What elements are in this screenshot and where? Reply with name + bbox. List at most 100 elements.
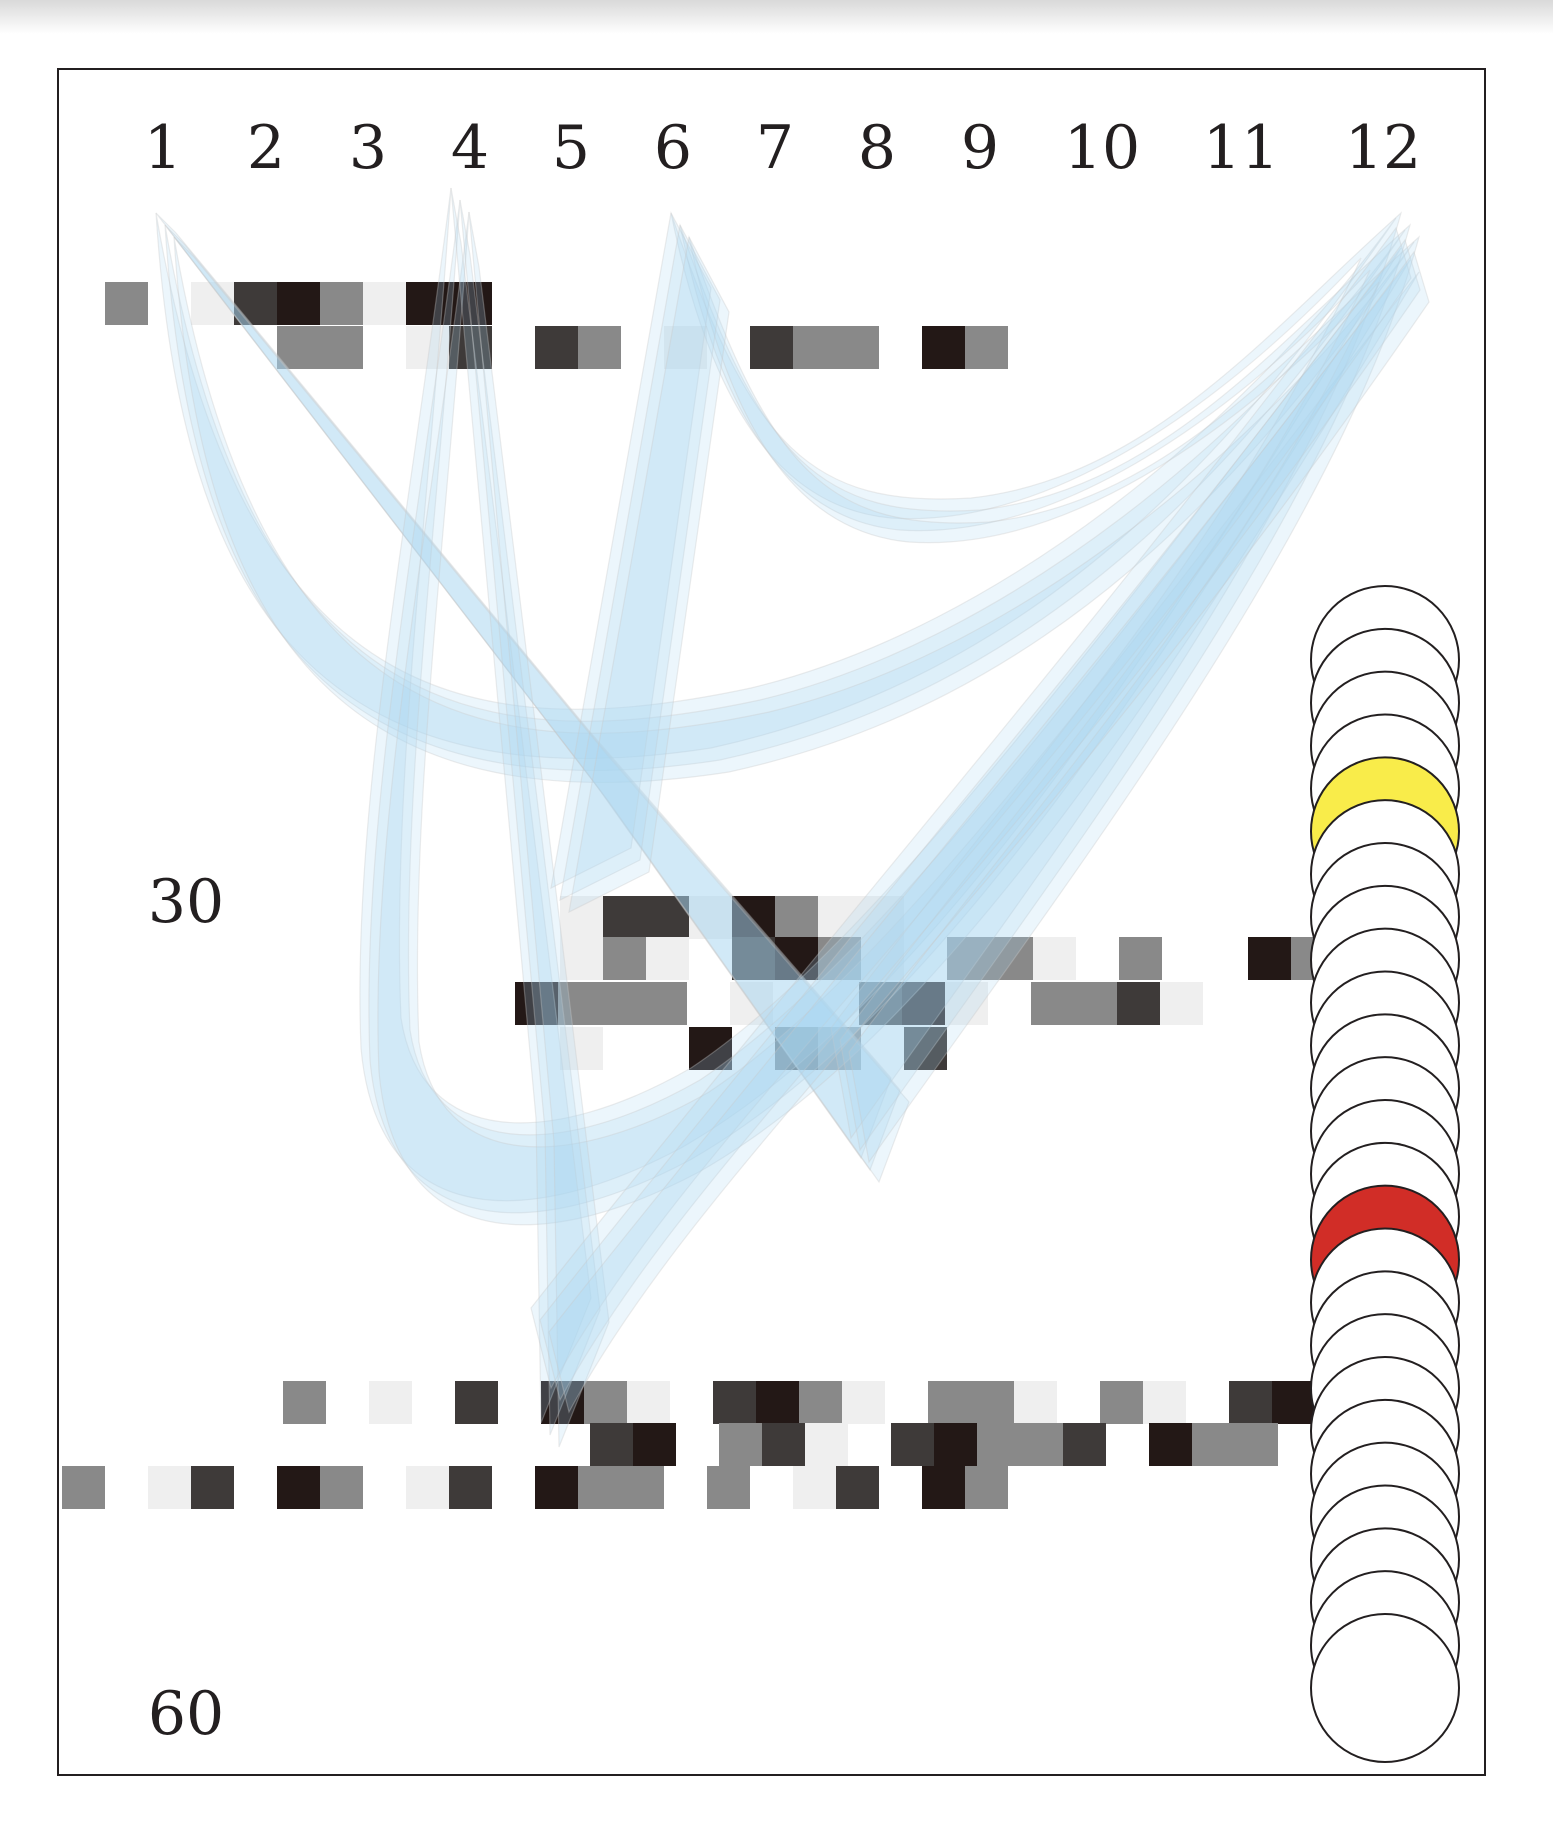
grid-tile bbox=[775, 1027, 818, 1070]
column-number: 5 bbox=[552, 113, 590, 183]
grid-tile bbox=[406, 1466, 449, 1509]
grid-tile bbox=[455, 1381, 498, 1424]
grid-tile bbox=[1272, 1381, 1315, 1424]
grid-tile bbox=[762, 1423, 805, 1466]
grid-tile bbox=[990, 937, 1033, 980]
grid-tile bbox=[836, 1466, 879, 1509]
grid-tile bbox=[406, 326, 449, 369]
column-number: 7 bbox=[756, 113, 794, 183]
blue-swath bbox=[459, 199, 601, 1436]
column-number: 10 bbox=[1064, 113, 1140, 183]
grid-tile bbox=[707, 1466, 750, 1509]
grid-tile bbox=[558, 982, 601, 1025]
blue-swath bbox=[368, 199, 1411, 1214]
column-number: 4 bbox=[451, 113, 489, 183]
grid-tile bbox=[799, 1381, 842, 1424]
grid-tile bbox=[1100, 1381, 1143, 1424]
grid-tile bbox=[750, 326, 793, 369]
grid-tile bbox=[922, 326, 965, 369]
blue-swath bbox=[688, 235, 1421, 1164]
grid-tile bbox=[818, 1027, 861, 1070]
grid-tile bbox=[904, 1027, 947, 1070]
grid-tile bbox=[369, 1381, 412, 1424]
grid-tile bbox=[934, 1423, 977, 1466]
grid-tile bbox=[775, 896, 818, 939]
grid-tile bbox=[105, 282, 148, 325]
grid-tile bbox=[601, 982, 644, 1025]
grid-tile bbox=[947, 937, 990, 980]
grid-tile bbox=[965, 1466, 1008, 1509]
grid-tile bbox=[1143, 1381, 1186, 1424]
grid-tile bbox=[627, 1381, 670, 1424]
grid-tile bbox=[902, 982, 945, 1025]
grid-tile bbox=[148, 1466, 191, 1509]
grid-tile bbox=[449, 282, 492, 325]
column-number-row: 1 2 3 4 5 6 7 8 9 10 11 12 bbox=[144, 113, 1421, 183]
grid-tile bbox=[1229, 1381, 1272, 1424]
grid-tile bbox=[1248, 937, 1291, 980]
grid-tile bbox=[277, 1466, 320, 1509]
grid-tile bbox=[732, 896, 775, 939]
grid-tile bbox=[62, 1466, 105, 1509]
grid-tile bbox=[191, 282, 234, 325]
grid-tile bbox=[578, 326, 621, 369]
grid-tile bbox=[535, 326, 578, 369]
grid-tile bbox=[535, 1466, 578, 1509]
grid-tile bbox=[234, 282, 277, 325]
row-label-60: 60 bbox=[148, 1679, 224, 1749]
row-label-30: 30 bbox=[148, 867, 224, 937]
grid-tile bbox=[646, 937, 689, 980]
grid-tile bbox=[449, 326, 492, 369]
grid-tile bbox=[1160, 982, 1203, 1025]
grid-tile bbox=[277, 282, 320, 325]
blue-swath bbox=[539, 238, 1421, 1402]
grid-tile bbox=[283, 1381, 326, 1424]
grid-tile bbox=[713, 1381, 756, 1424]
grid-tile bbox=[621, 1466, 664, 1509]
grid-tile bbox=[320, 1466, 363, 1509]
stack-circle bbox=[1310, 1613, 1460, 1763]
grid-tile bbox=[977, 1423, 1020, 1466]
grid-tile bbox=[515, 982, 558, 1025]
grid-tile bbox=[320, 326, 363, 369]
grid-tile bbox=[590, 1423, 633, 1466]
blue-swath bbox=[450, 187, 592, 1424]
tile-grid bbox=[62, 282, 1420, 1509]
grid-tile bbox=[1119, 937, 1162, 980]
blue-swath bbox=[173, 236, 1415, 784]
grid-tile bbox=[730, 982, 773, 1025]
blue-swath bbox=[164, 224, 1406, 772]
grid-tile bbox=[541, 1381, 584, 1424]
grid-tile bbox=[775, 937, 818, 980]
grid-tile bbox=[689, 1027, 732, 1070]
blue-swath bbox=[550, 211, 712, 890]
blue-swath-layer bbox=[155, 187, 1430, 1448]
grid-tile bbox=[646, 896, 689, 939]
grid-tile bbox=[633, 1423, 676, 1466]
blue-swath bbox=[568, 235, 730, 914]
grid-tile bbox=[1074, 982, 1117, 1025]
grid-tile bbox=[1031, 982, 1074, 1025]
grid-tile bbox=[965, 326, 1008, 369]
blue-swath bbox=[377, 211, 1420, 1226]
grid-tile bbox=[277, 326, 320, 369]
grid-tile bbox=[560, 937, 603, 980]
grid-tile bbox=[793, 1466, 836, 1509]
column-number: 2 bbox=[247, 113, 285, 183]
grid-tile bbox=[818, 937, 861, 980]
column-number: 3 bbox=[349, 113, 387, 183]
blue-swath bbox=[164, 224, 901, 1172]
grid-tile bbox=[1063, 1423, 1106, 1466]
grid-tile bbox=[732, 937, 775, 980]
grid-tile bbox=[891, 1423, 934, 1466]
grid-tile bbox=[406, 282, 449, 325]
grid-tile bbox=[1235, 1423, 1278, 1466]
blue-swath bbox=[530, 226, 1412, 1390]
grid-tile bbox=[603, 937, 646, 980]
grid-tile bbox=[689, 896, 732, 939]
grid-tile bbox=[805, 1423, 848, 1466]
column-number: 1 bbox=[144, 113, 182, 183]
blue-swath bbox=[155, 212, 892, 1160]
grid-tile bbox=[928, 1381, 971, 1424]
